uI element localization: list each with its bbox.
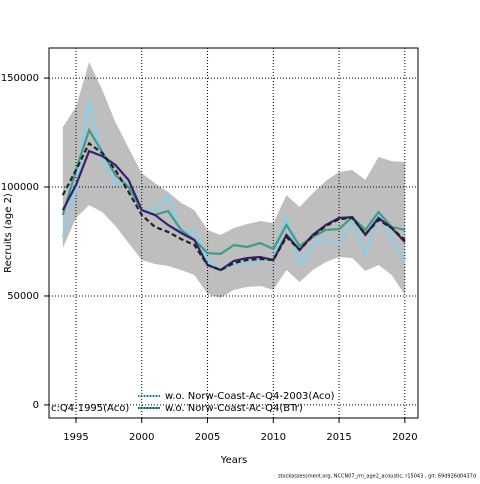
x-tick-label: 2020 xyxy=(392,432,417,443)
plot-frame xyxy=(48,47,419,419)
annotation: c:Q4-1995(Aco) xyxy=(51,403,129,414)
y-tick-label: 150000 xyxy=(1,73,39,84)
series-line xyxy=(61,149,406,272)
x-tick-label: 2000 xyxy=(129,432,154,443)
legend-label: w.o. Norw-Coast-Ac-Q4-2003(Aco) xyxy=(165,391,335,402)
confidence-band xyxy=(62,62,405,298)
y-tick-label: 0 xyxy=(33,400,39,411)
y-tick-label: 50000 xyxy=(7,291,39,302)
x-tick-label: 2005 xyxy=(195,432,220,443)
x-axis-label: Years xyxy=(220,455,247,466)
x-tick-label: 1995 xyxy=(63,432,88,443)
x-tick-label: 2015 xyxy=(326,432,351,443)
y-tick-label: 100000 xyxy=(1,182,39,193)
footer: stockassessment.org, NCCN07_rm_age2_acou… xyxy=(278,474,476,480)
y-axis-label: Recruits (age 2) xyxy=(3,193,14,273)
legend-label: w.o. Norw-Coast-Ac-Q4(BTr) xyxy=(165,403,303,414)
series-line xyxy=(61,141,406,272)
series-line xyxy=(61,99,406,272)
x-tick-label: 2010 xyxy=(261,432,286,443)
